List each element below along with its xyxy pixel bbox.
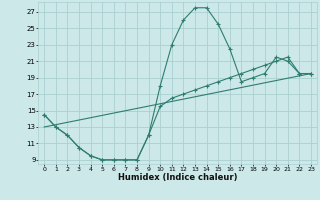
X-axis label: Humidex (Indice chaleur): Humidex (Indice chaleur) bbox=[118, 173, 237, 182]
